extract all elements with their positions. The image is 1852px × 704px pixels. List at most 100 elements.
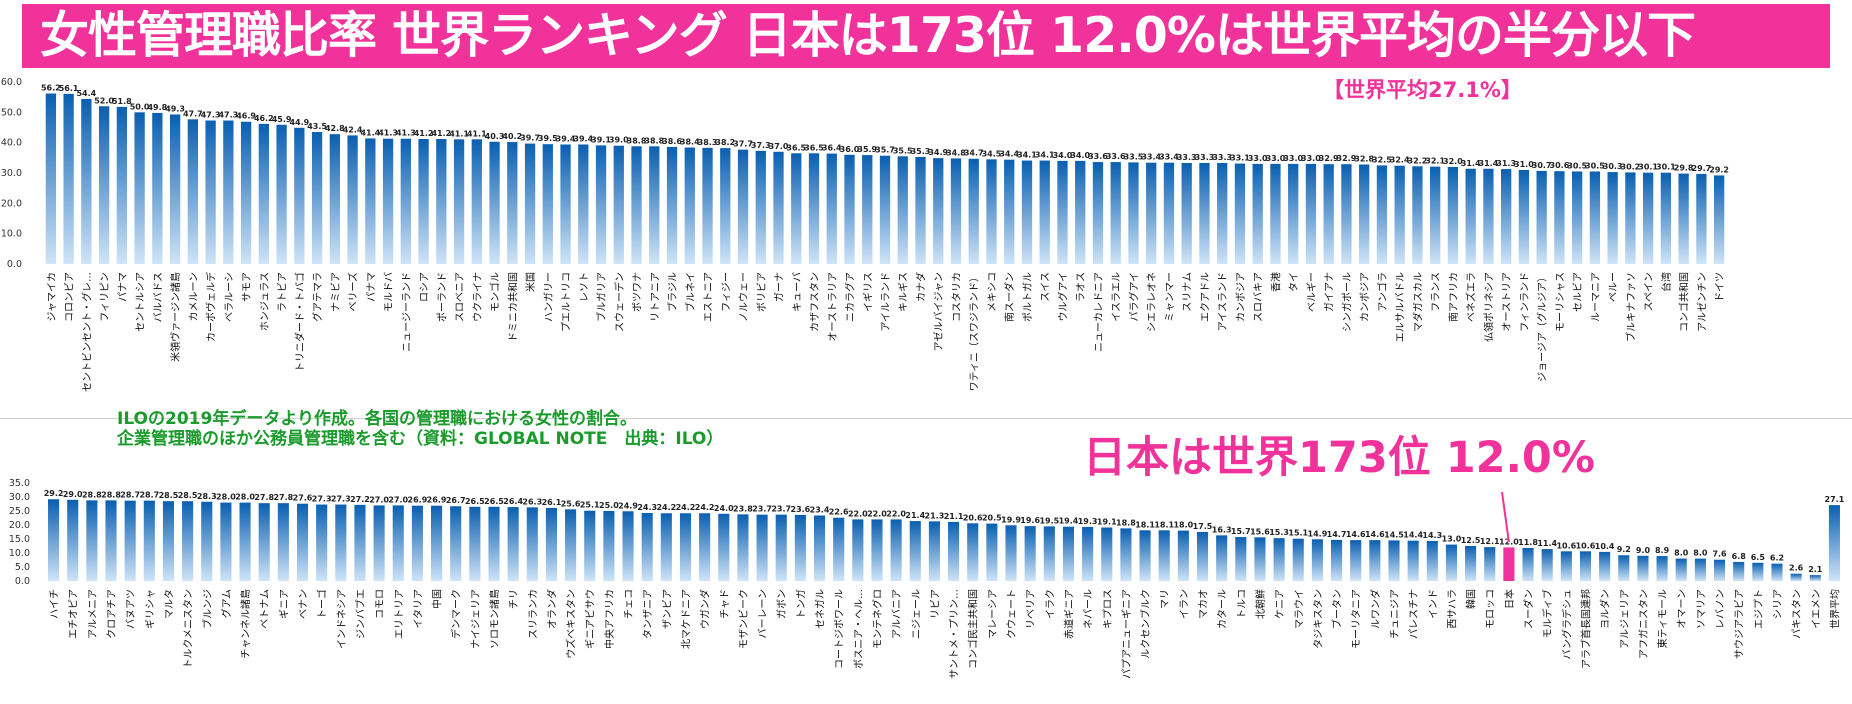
x-tick-label: アラブ首長国連邦: [1579, 589, 1592, 669]
x-tick-label: ノルウェー: [738, 272, 750, 322]
bar: [453, 139, 465, 264]
data-label: 34.1: [1017, 151, 1037, 160]
data-label: 35.9: [857, 145, 877, 154]
data-label: 51.8: [112, 97, 132, 106]
data-label: 40.2: [502, 132, 522, 141]
bar: [1181, 162, 1192, 264]
bar: [986, 523, 998, 581]
data-label: 56.1: [59, 84, 79, 93]
bar: [928, 521, 940, 581]
data-label: 32.9: [1319, 154, 1339, 163]
data-label: 25.0: [599, 501, 619, 510]
x-tick-label: スロバキア: [1253, 272, 1265, 322]
bar: [933, 158, 944, 264]
x-tick-label: 仏領ポリネシア: [1482, 272, 1495, 342]
japan-pointer-line: [1501, 491, 1510, 543]
bar: [775, 514, 787, 581]
x-tick-label: モンゴル: [489, 272, 502, 312]
data-label: 15.1: [1288, 529, 1308, 538]
data-label: 19.1: [1097, 518, 1117, 527]
bar: [967, 523, 979, 581]
data-label: 49.3: [165, 104, 185, 113]
x-tick-label: サウジアラビア: [1734, 589, 1746, 659]
bar: [737, 514, 749, 581]
data-label: 2.6: [1789, 564, 1804, 573]
bar: [622, 511, 634, 581]
data-label: 33.6: [1106, 152, 1126, 161]
x-tick-label: スリナム: [1182, 272, 1194, 312]
x-tick-label: レバノン: [1715, 589, 1727, 629]
x-tick-label: イラク: [1044, 589, 1056, 619]
x-tick-label: ハンガリー: [543, 272, 555, 322]
bar: [373, 505, 385, 581]
x-tick-label: カメルーン: [188, 272, 200, 322]
bar: [1196, 532, 1209, 581]
data-label: 8.0: [1674, 549, 1689, 558]
bar: [684, 147, 695, 264]
x-tick-label: セルビア: [1572, 272, 1584, 312]
bar: [1572, 171, 1583, 264]
x-tick-label: アゼルバイジャン: [933, 272, 945, 351]
bar: [595, 145, 607, 264]
bar: [81, 98, 92, 264]
bar: [968, 158, 979, 264]
bar: [649, 146, 660, 264]
x-tick-label: スイス: [1041, 272, 1052, 302]
data-label: 27.3: [331, 495, 351, 504]
data-label: 22.0: [886, 509, 906, 518]
data-label: 19.3: [1078, 517, 1098, 526]
x-tick-label: フランス: [1430, 272, 1442, 312]
x-tick-label: マリ: [1160, 589, 1171, 609]
data-label: 22.0: [848, 509, 868, 518]
bar: [1062, 526, 1075, 581]
bar: [833, 517, 845, 581]
x-tick-label: リトアニア: [650, 272, 661, 322]
bar: [223, 120, 234, 264]
bar: [450, 506, 462, 581]
x-tick-label: 南スーダン: [1003, 272, 1016, 322]
x-tick-label: ニューカレドニア: [1093, 272, 1105, 352]
x-tick-label: ニジェール: [911, 589, 922, 639]
bar: [316, 504, 328, 581]
data-label: 47.7: [183, 109, 203, 118]
bar: [603, 511, 615, 581]
data-label: 39.1: [591, 135, 611, 144]
bar: [1305, 163, 1317, 264]
x-tick-label: スロベニア: [454, 272, 466, 322]
x-tick-label: トリニダード・トバゴ: [293, 272, 306, 372]
data-label: 9.2: [1617, 545, 1631, 554]
bar: [1273, 538, 1285, 581]
bar: [718, 513, 730, 581]
x-tick-label: ケニア: [1274, 589, 1286, 619]
x-tick-label: モルドバ: [383, 272, 395, 312]
bar: [45, 93, 57, 264]
x-tick-label: ギニア: [278, 589, 290, 619]
data-label: 9.0: [1636, 546, 1651, 555]
x-tick-label: エジプト: [1753, 589, 1765, 629]
data-label: 30.6: [1550, 161, 1570, 170]
x-tick-label: ドミニカ共和国: [507, 272, 519, 342]
y-tick-label: 50.0: [1, 107, 22, 118]
x-tick-label: ボスニア・ヘル…: [853, 589, 865, 669]
data-label: 47.3: [201, 111, 221, 120]
x-tick-label: 日本: [1503, 589, 1516, 609]
bar: [48, 499, 60, 581]
bar: [794, 514, 806, 581]
data-label: 34.5: [982, 149, 1002, 158]
bar: [1021, 160, 1033, 264]
x-tick-label: バルバドス: [152, 272, 164, 322]
bar: [660, 513, 672, 581]
data-label: 24.0: [714, 504, 734, 513]
bar: [720, 148, 731, 264]
x-tick-label: リビア: [929, 589, 941, 619]
x-tick-label: チュニジア: [1389, 589, 1401, 639]
data-label: 37.3: [751, 141, 771, 150]
x-tick-label: ボリビア: [756, 272, 768, 312]
x-tick-label: カタール: [1217, 589, 1229, 629]
bar: [584, 510, 596, 581]
y-tick-label: 25.0: [9, 506, 30, 517]
x-tick-label: ボツワナ: [632, 272, 644, 312]
bar: [1177, 530, 1189, 581]
data-label: 34.0: [1070, 151, 1090, 160]
data-label: 7.6: [1712, 550, 1727, 559]
